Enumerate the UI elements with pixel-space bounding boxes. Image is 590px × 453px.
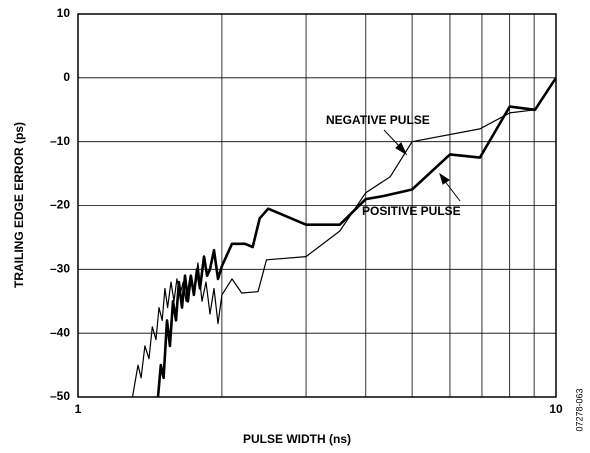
arrowhead <box>395 142 408 156</box>
figure-code: 07278-063 <box>574 388 584 431</box>
y-tick-label: –40 <box>50 325 70 339</box>
x-tick-label: 1 <box>75 402 82 416</box>
lines <box>131 77 556 397</box>
grid <box>78 13 556 398</box>
y-tick-label: –30 <box>50 262 70 276</box>
data-line <box>131 77 556 397</box>
y-tick-label: 0 <box>63 70 70 84</box>
arrow <box>443 179 461 202</box>
x-axis-label: PULSE WIDTH (ns) <box>243 432 351 446</box>
annotation: POSITIVE PULSE <box>362 204 461 218</box>
y-tick-label: 10 <box>57 6 71 20</box>
arrows <box>383 129 461 202</box>
y-axis-label: TRAILING EDGE ERROR (ps) <box>12 122 26 288</box>
data-line <box>156 77 556 397</box>
y-tick-label: –50 <box>50 389 70 403</box>
x-tick-label: 10 <box>549 402 563 416</box>
y-tick-label: –20 <box>50 198 70 212</box>
plot-frame <box>77 13 557 398</box>
arrowhead <box>439 172 450 185</box>
y-tick-label: –10 <box>50 134 70 148</box>
annotation: NEGATIVE PULSE <box>326 113 430 127</box>
